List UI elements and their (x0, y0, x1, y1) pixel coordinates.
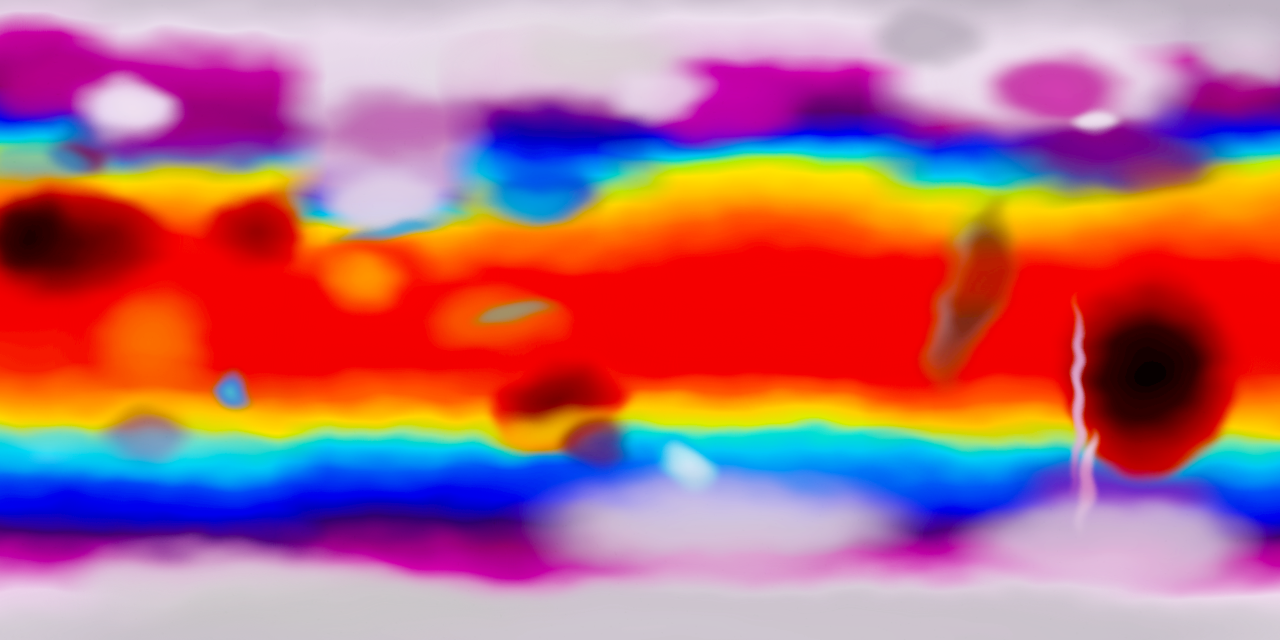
nw-atlantic-cyan (0, 136, 105, 194)
arabia-dark (198, 186, 308, 268)
sahara-black-west (0, 198, 85, 278)
scandinavia-ice (70, 75, 190, 140)
kamchatka-ice (598, 60, 718, 120)
antarctic-greenish-tint (80, 560, 580, 640)
rockies-ice-dot (1058, 110, 1123, 140)
alaska-gray (868, 5, 993, 70)
congo-yellow (90, 295, 220, 395)
s-africa-coast-cyan (60, 425, 290, 483)
india-yellow (306, 248, 401, 308)
tasman-purple (558, 418, 633, 470)
greenland-crimson-fringe (1175, 78, 1280, 118)
korea-cyan (475, 180, 580, 228)
